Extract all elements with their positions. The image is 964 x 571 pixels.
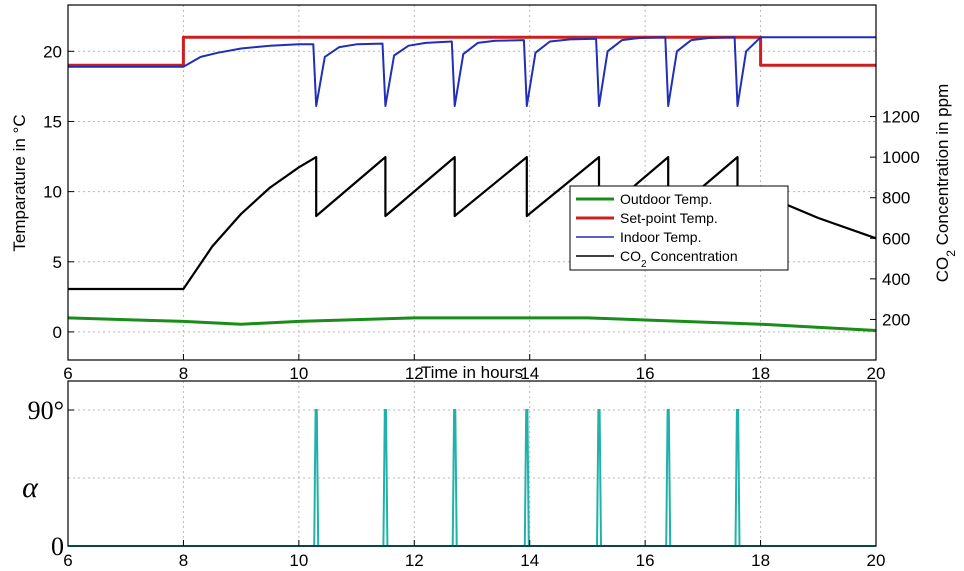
bottom-x-ticks: 6 8 10 12 14 16 18 20 [63, 540, 885, 570]
top-y2-ticks: 200 400 600 800 1000 1200 [870, 108, 920, 329]
top-x-tick-label: 16 [636, 364, 655, 383]
bottom-x-tick-label: 12 [405, 551, 424, 570]
series-outdoor-temp [67, 316, 877, 332]
top-x-tick-label: 14 [520, 364, 539, 383]
top-x-tick-label: 20 [867, 364, 886, 383]
x-axis-label: Time in hours [421, 363, 523, 382]
top-grid [68, 5, 876, 360]
alpha-pulse [665, 409, 672, 547]
top-y-tick-label: 0 [53, 323, 62, 342]
top-plot-frame [67, 4, 877, 361]
legend-label-outdoor: Outdoor Temp. [620, 191, 712, 207]
alpha-pulse [451, 409, 458, 547]
bottom-grid [68, 381, 876, 546]
top-y2-tick-label: 400 [882, 270, 910, 289]
top-y2-tick-label: 600 [882, 229, 910, 248]
legend: Outdoor Temp. Set-point Temp. Indoor Tem… [569, 185, 789, 271]
bottom-y-ticks: 0 90° [28, 396, 74, 561]
bottom-x-tick-label: 16 [636, 551, 655, 570]
top-y2-tick-label: 800 [882, 189, 910, 208]
bottom-x-tick-label: 14 [520, 551, 539, 570]
alpha-axis-label: α [22, 471, 39, 504]
series-co2-concentration [68, 156, 877, 291]
top-x-tick-label: 12 [405, 364, 424, 383]
top-x-tick-label: 10 [289, 364, 308, 383]
bottom-plot-frame [67, 380, 877, 547]
top-y-tick-label: 15 [43, 112, 62, 131]
top-y2-tick-label: 200 [882, 310, 910, 329]
series-indoor-temp [68, 36, 876, 107]
bottom-x-tick-label: 18 [751, 551, 770, 570]
top-x-tick-label: 6 [63, 364, 72, 383]
alpha-pulse [313, 409, 320, 547]
alpha-pulse [734, 409, 741, 547]
alpha-pulse [596, 409, 602, 547]
bottom-x-tick-label: 10 [289, 551, 308, 570]
y-axis-label: Temparature in °C [10, 114, 29, 251]
series-setpoint-temp [68, 35, 876, 67]
top-y2-tick-label: 1200 [882, 108, 920, 127]
top-y-tick-label: 10 [43, 183, 62, 202]
legend-label-setpoint: Set-point Temp. [620, 210, 718, 226]
bottom-y-tick-label: 0 [51, 532, 64, 561]
top-y-tick-label: 5 [53, 253, 62, 272]
bottom-x-tick-label: 6 [63, 551, 72, 570]
bottom-y-tick-label: 90° [28, 396, 64, 425]
top-x-tick-label: 18 [751, 364, 770, 383]
y2-axis-label: CO2 Concentration in ppm [933, 84, 958, 283]
top-plot-series [67, 35, 877, 332]
legend-label-indoor: Indoor Temp. [620, 229, 701, 245]
top-x-ticks: 6 8 10 12 14 16 18 20 [63, 354, 885, 383]
top-y-ticks: 0 5 10 15 20 [43, 42, 74, 342]
bottom-x-tick-label: 8 [179, 551, 188, 570]
alpha-pulse [382, 409, 389, 547]
alpha-pulse [523, 409, 530, 547]
top-y2-tick-label: 1000 [882, 148, 920, 167]
top-y-tick-label: 20 [43, 42, 62, 61]
legend-label-co2: CO2 Concentration [620, 248, 738, 270]
top-x-tick-label: 8 [179, 364, 188, 383]
bottom-x-tick-label: 20 [867, 551, 886, 570]
